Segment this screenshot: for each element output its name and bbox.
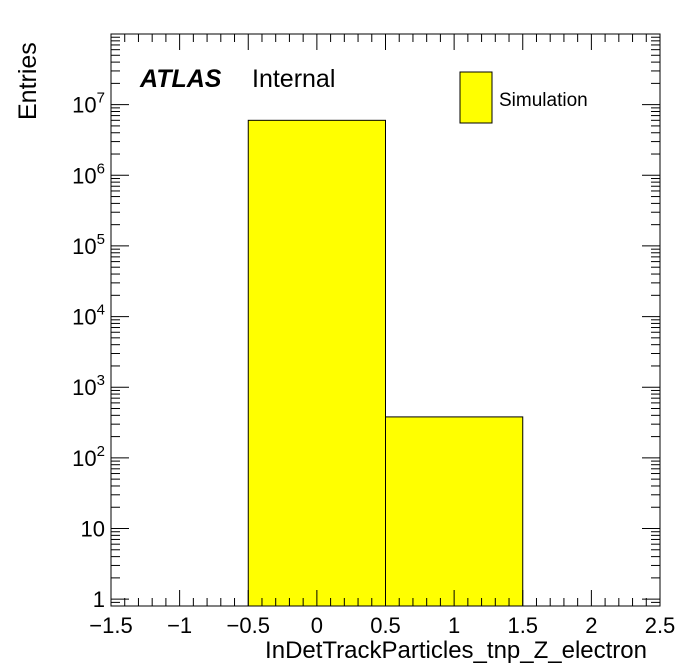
histogram-bar-0 <box>247 119 386 607</box>
x-tick-label: −0.5 <box>227 613 270 638</box>
status-label: Internal <box>252 65 335 93</box>
y-tick-label: 102 <box>72 443 105 471</box>
x-tick-label: −1.5 <box>89 613 132 638</box>
experiment-label: ATLAS <box>139 65 222 93</box>
x-tick-labels: −1.5 −1 −0.5 0 0.5 1 1.5 2 2.5 <box>89 613 675 638</box>
x-tick-label: −1 <box>167 613 192 638</box>
x-tick-label: 2 <box>585 613 597 638</box>
y-tick-label: 107 <box>72 90 105 118</box>
x-tick-label: 2.5 <box>645 613 676 638</box>
y-tick-label: 103 <box>72 372 105 400</box>
x-axis-title: InDetTrackParticles_tnp_Z_electron <box>265 637 647 664</box>
x-tick-label: 1 <box>448 613 460 638</box>
x-tick-label: 0.5 <box>370 613 401 638</box>
x-tick-label: 0 <box>311 613 323 638</box>
legend: Simulation <box>459 71 588 124</box>
y-tick-label: 106 <box>72 160 105 188</box>
histogram-bars <box>247 119 524 607</box>
y-tick-label: 105 <box>72 231 105 259</box>
y-tick-label: 10 <box>81 517 105 542</box>
y-tick-label: 1 <box>93 587 105 612</box>
y-axis-title: Entries <box>14 42 42 120</box>
y-tick-label: 104 <box>72 302 105 330</box>
x-tick-label: 1.5 <box>507 613 538 638</box>
y-tick-labels: 1 10 102 103 104 105 106 107 <box>72 90 105 613</box>
plot-frame <box>110 33 661 607</box>
histogram-bar-1 <box>385 416 524 607</box>
legend-swatch-simulation <box>459 71 493 124</box>
legend-label-simulation: Simulation <box>499 90 588 111</box>
